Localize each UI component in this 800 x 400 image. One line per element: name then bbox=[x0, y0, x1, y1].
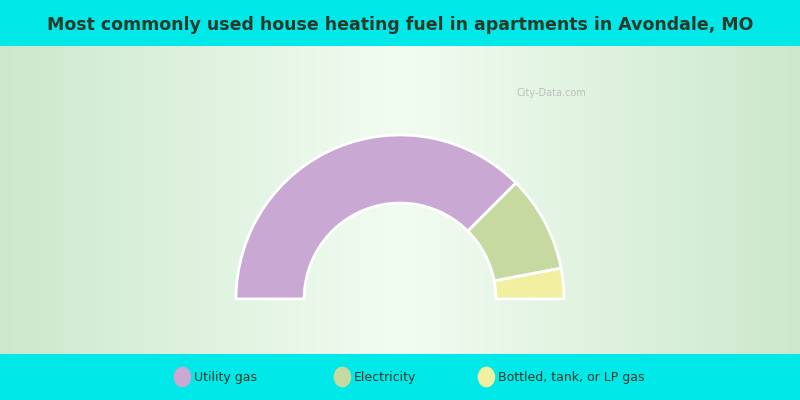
Text: Utility gas: Utility gas bbox=[194, 370, 257, 384]
Ellipse shape bbox=[478, 367, 495, 387]
Wedge shape bbox=[494, 268, 564, 299]
Text: City-Data.com: City-Data.com bbox=[517, 88, 586, 98]
Wedge shape bbox=[468, 183, 561, 281]
Ellipse shape bbox=[334, 367, 351, 387]
Text: Most commonly used house heating fuel in apartments in Avondale, MO: Most commonly used house heating fuel in… bbox=[47, 16, 753, 34]
Wedge shape bbox=[236, 135, 516, 299]
Text: Electricity: Electricity bbox=[354, 370, 416, 384]
Ellipse shape bbox=[174, 367, 191, 387]
Text: Bottled, tank, or LP gas: Bottled, tank, or LP gas bbox=[498, 370, 644, 384]
